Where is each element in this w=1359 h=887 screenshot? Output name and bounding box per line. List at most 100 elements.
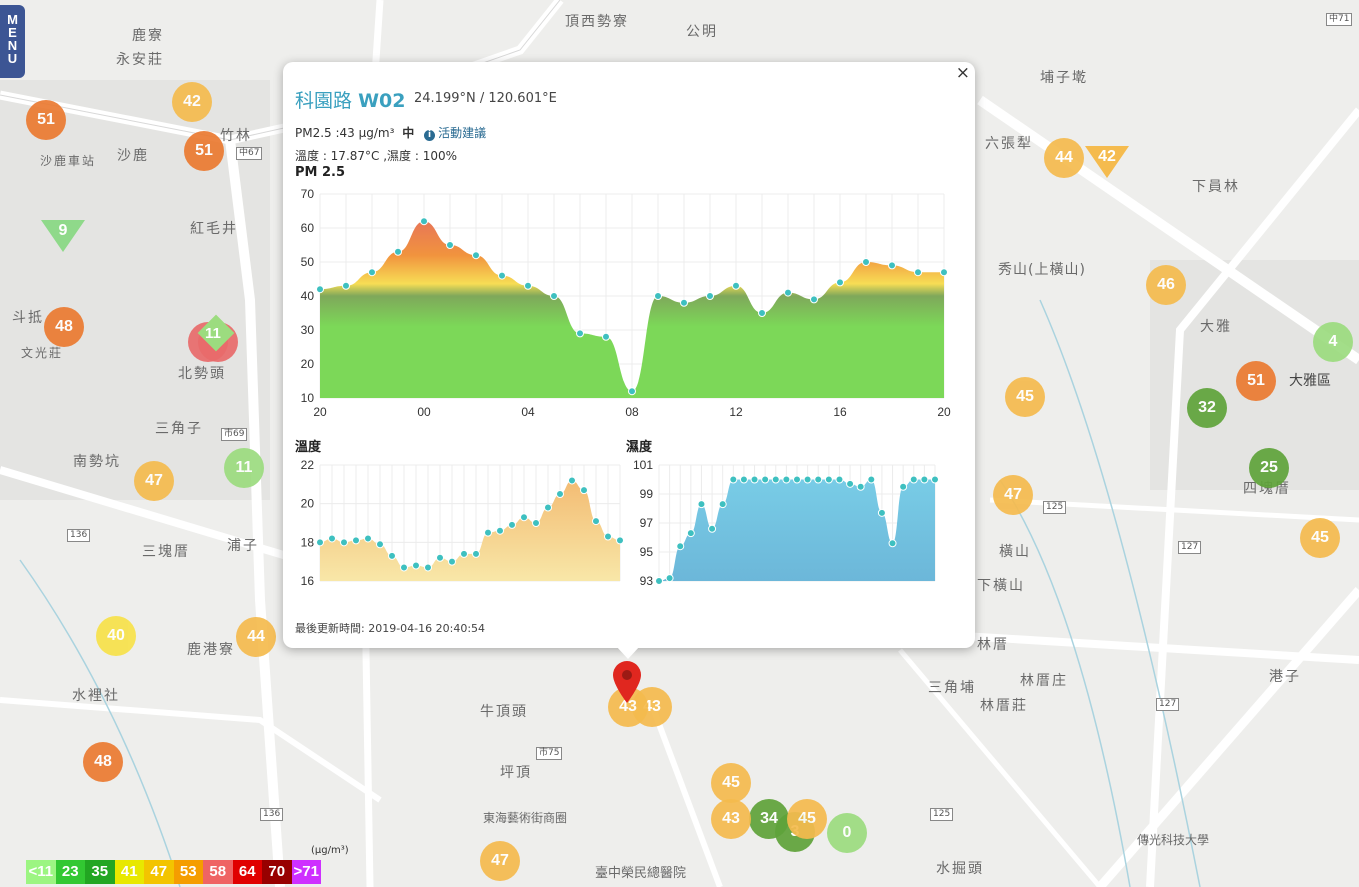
legend-item: 41 [114, 860, 144, 884]
data-point [316, 285, 324, 294]
data-point [340, 538, 348, 547]
y-tick-label: 70 [301, 187, 315, 201]
data-point [835, 475, 844, 484]
station-marker[interactable]: 45 [711, 763, 751, 803]
station-marker[interactable]: 45 [787, 799, 827, 839]
data-point [424, 563, 432, 572]
station-marker[interactable]: 4 [1313, 322, 1353, 362]
station-marker[interactable]: 51 [1236, 361, 1276, 401]
pm-level: 中 [402, 126, 415, 140]
station-title: 科園路 W02 [295, 86, 405, 113]
data-point [550, 292, 558, 300]
data-point [867, 475, 876, 484]
data-point [576, 329, 584, 338]
legend-item: 35 [85, 860, 115, 884]
station-marker[interactable]: 51 [184, 131, 224, 171]
station-marker[interactable]: 44 [1044, 138, 1084, 178]
legend-item: >71 [291, 860, 321, 884]
data-point [342, 281, 350, 290]
station-triangle-marker[interactable]: 42 [1085, 146, 1129, 178]
station-name: 科園路 [295, 90, 353, 112]
info-icon: i [424, 130, 436, 141]
place-label: 下橫山 [977, 578, 1025, 594]
station-marker[interactable]: 32 [1187, 388, 1227, 428]
data-point [784, 288, 792, 297]
station-marker[interactable]: 47 [993, 475, 1033, 515]
data-point [448, 557, 456, 566]
place-label: 沙鹿車站 [40, 154, 97, 168]
close-icon[interactable]: × [955, 63, 970, 83]
station-marker[interactable]: 45 [1005, 377, 1045, 417]
data-point [568, 476, 576, 485]
data-point [498, 271, 506, 280]
data-point [628, 387, 636, 396]
place-label: 北勢頭 [178, 366, 226, 382]
legend-item: 58 [203, 860, 233, 884]
temp-chart-title: 溫度 [295, 440, 322, 455]
station-marker[interactable]: 51 [26, 100, 66, 140]
data-point [846, 479, 855, 488]
data-point [412, 561, 420, 570]
data-point [732, 281, 740, 290]
station-marker[interactable]: 48 [44, 307, 84, 347]
data-point [750, 475, 759, 484]
data-point [436, 553, 444, 562]
place-label: 林厝 [977, 637, 1009, 653]
y-tick-label: 16 [301, 574, 315, 588]
data-point [316, 538, 324, 547]
data-point [914, 268, 922, 277]
road-shield: 中71 [1326, 13, 1353, 26]
data-point [524, 281, 532, 290]
data-point [602, 332, 610, 341]
data-point [580, 486, 588, 495]
diamond-label: 11 [205, 325, 221, 342]
data-point [697, 500, 706, 509]
activity-advice-link[interactable]: i 活動建議 [424, 126, 486, 141]
place-label: 沙鹿 [117, 148, 149, 164]
data-point [758, 309, 766, 317]
station-marker[interactable]: 43 [711, 799, 751, 839]
station-marker[interactable]: 44 [236, 617, 276, 657]
station-marker[interactable]: 45 [1300, 518, 1340, 558]
station-marker[interactable]: 47 [480, 841, 520, 881]
road-shield: 125 [930, 808, 954, 821]
place-label: 南勢坑 [73, 454, 121, 470]
data-point [388, 551, 396, 560]
data-point [706, 292, 714, 300]
data-point [364, 534, 372, 543]
data-point [400, 563, 408, 572]
station-marker[interactable]: 11 [224, 448, 264, 488]
station-marker[interactable]: 46 [1146, 265, 1186, 305]
place-label: 公明 [686, 24, 718, 40]
station-marker[interactable]: 0 [827, 813, 867, 853]
data-point [472, 251, 480, 260]
y-tick-label: 95 [640, 545, 654, 559]
station-marker[interactable]: 42 [172, 82, 212, 122]
data-point [856, 482, 865, 491]
x-tick-label: 20 [313, 405, 327, 419]
road-shield: 136 [260, 808, 284, 821]
data-point [556, 490, 564, 498]
data-point [940, 268, 948, 277]
place-label: 坪頂 [500, 765, 532, 781]
station-marker[interactable]: 48 [83, 742, 123, 782]
place-label: 竹林 [220, 128, 252, 144]
station-marker[interactable]: 25 [1249, 448, 1289, 488]
data-point [352, 536, 360, 545]
data-point [532, 519, 540, 527]
station-marker[interactable]: 47 [134, 461, 174, 501]
road-shield: 127 [1156, 698, 1180, 711]
chart-area [659, 479, 935, 581]
data-point [604, 532, 612, 541]
data-point [824, 475, 833, 484]
place-label: 水裡社 [72, 688, 120, 704]
data-point [836, 278, 844, 287]
place-label: 臺中榮民總醫院 [595, 866, 687, 881]
station-triangle-marker[interactable]: 9 [41, 220, 85, 252]
location-pin-icon[interactable] [612, 660, 642, 704]
station-id: W02 [358, 90, 406, 112]
station-marker[interactable]: 40 [96, 616, 136, 656]
station-marker[interactable]: 34 [749, 799, 789, 839]
place-label: 下員林 [1192, 179, 1240, 195]
